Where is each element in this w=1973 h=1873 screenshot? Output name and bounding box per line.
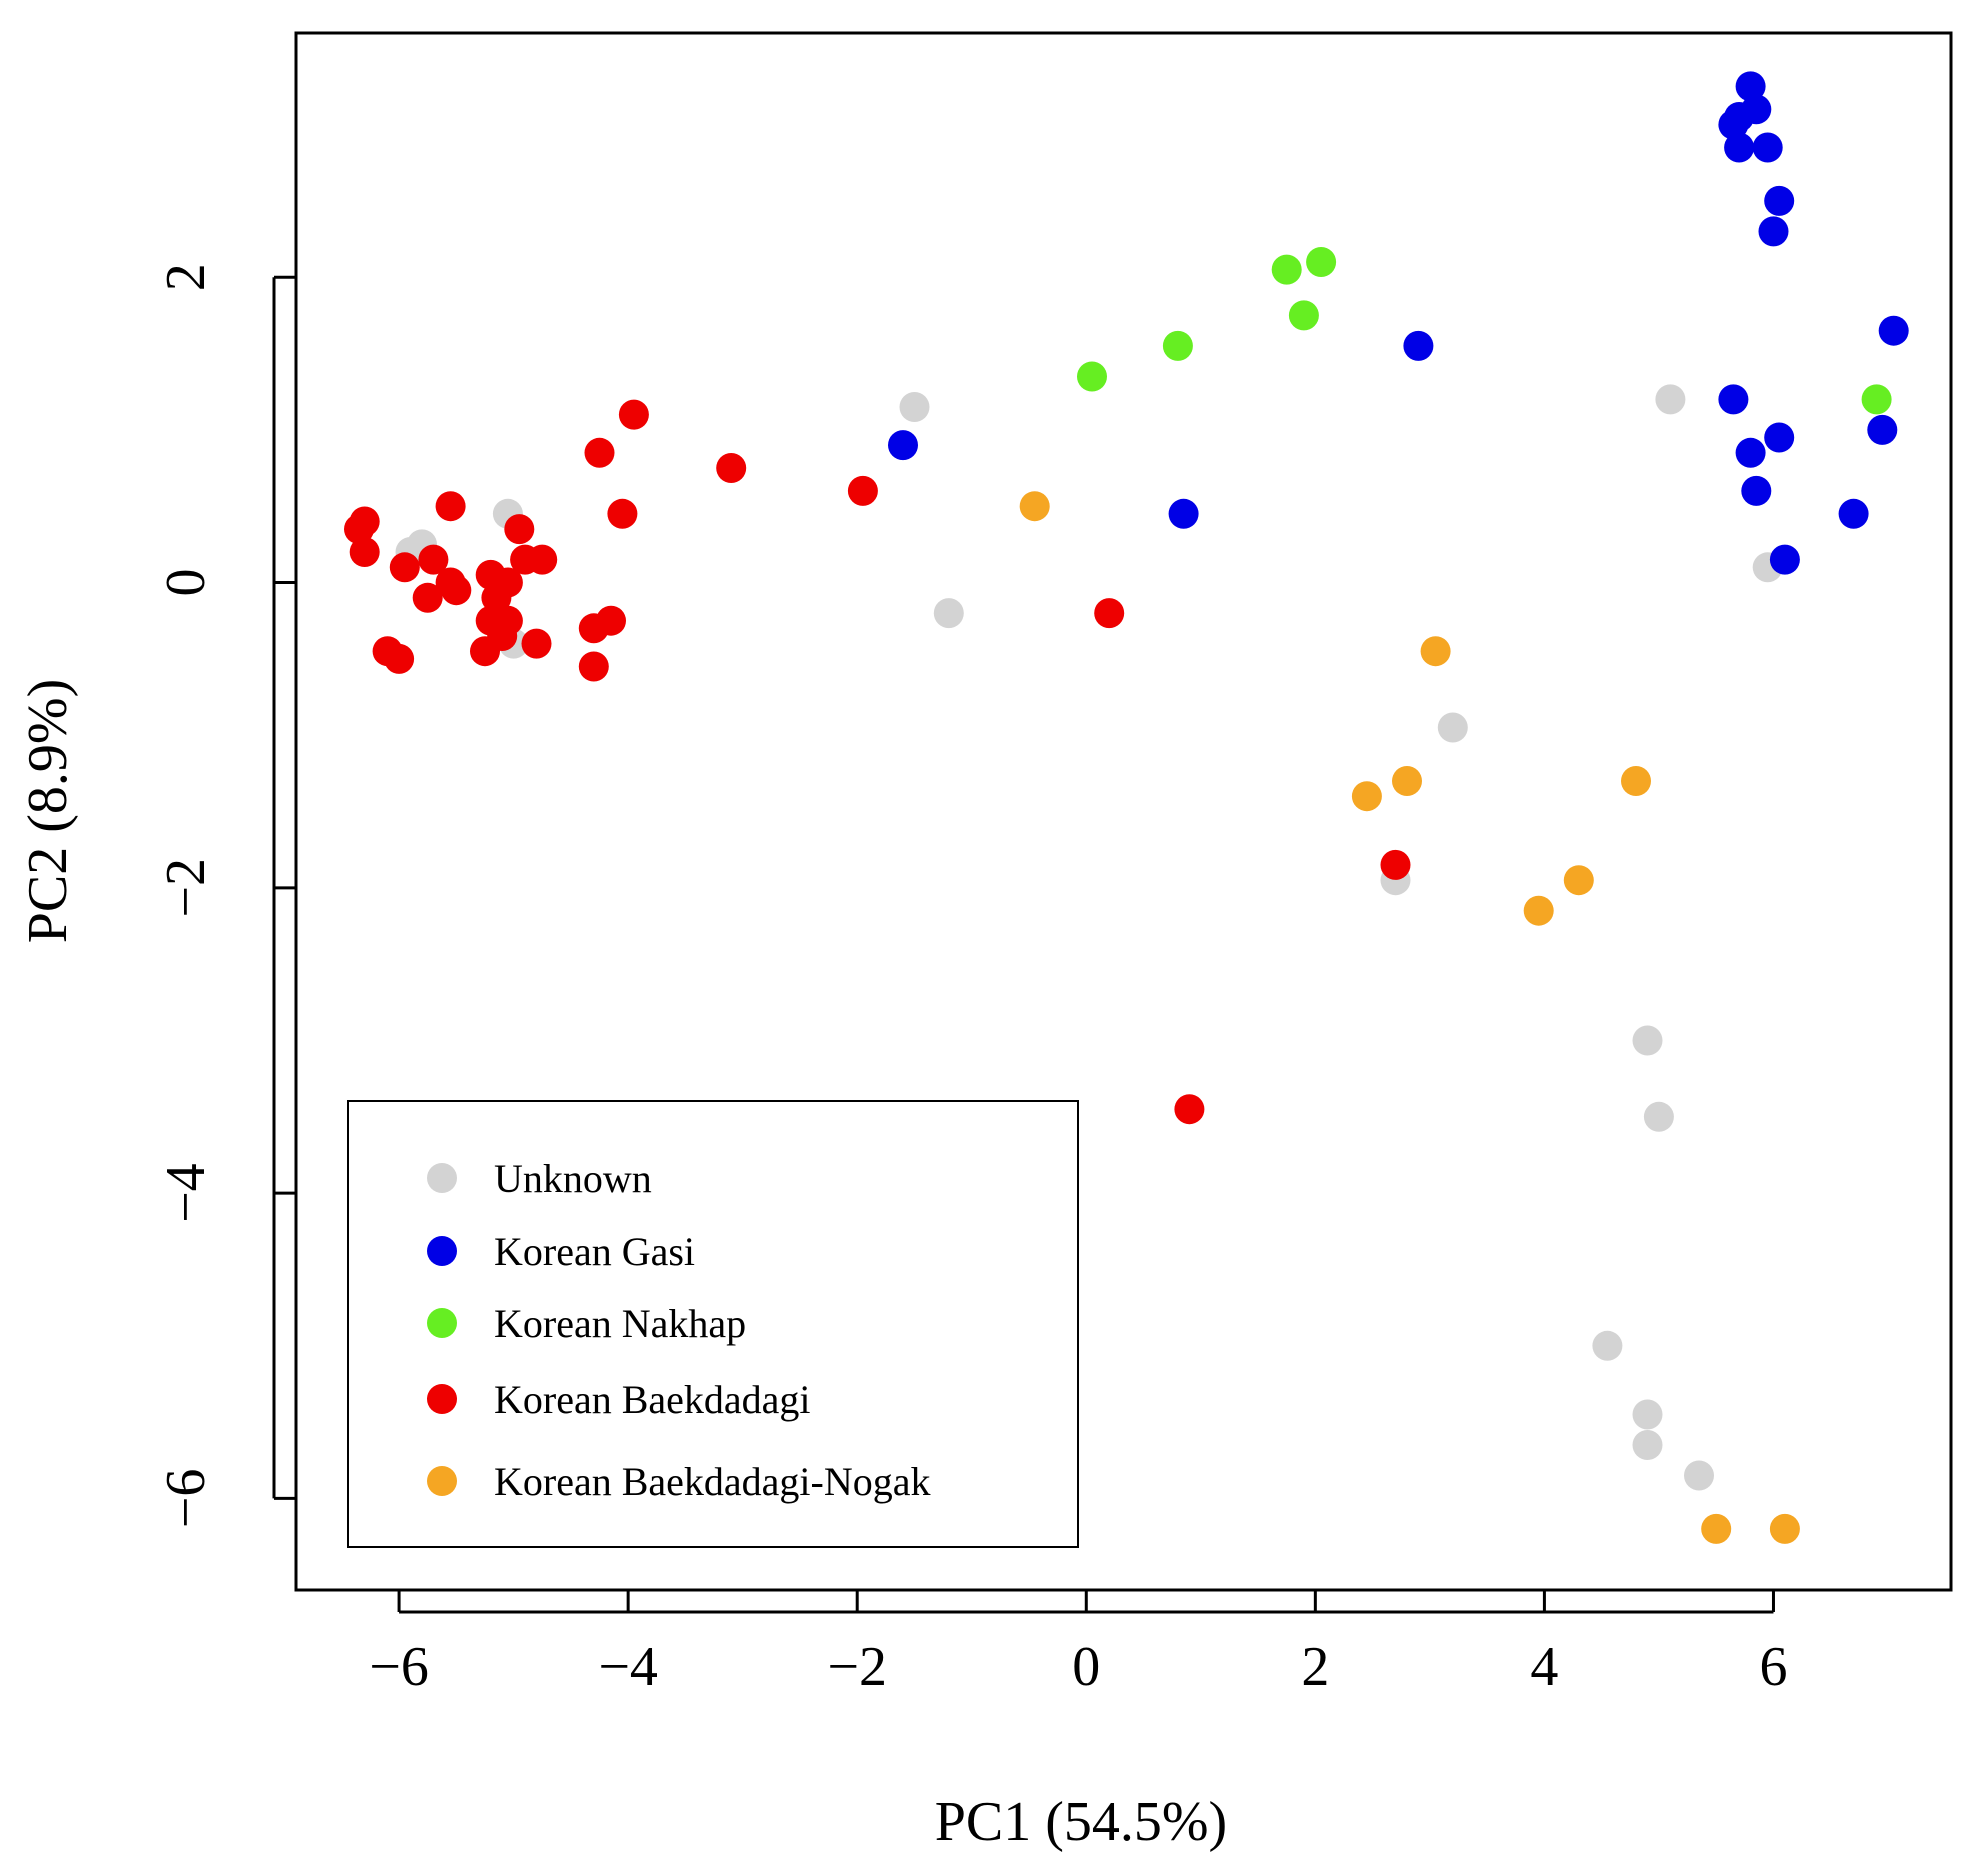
- point-korean-baekdadagi-15: [470, 636, 500, 667]
- x-tick-label-0: −6: [369, 1636, 429, 1698]
- point-korean-nakhap-1: [1306, 247, 1337, 277]
- legend-box: [347, 1100, 1079, 1548]
- y-tick-label-1: −4: [155, 1163, 217, 1223]
- point-korean-baekdadagi-30: [1094, 598, 1125, 629]
- point-korean-baekdadagi-21: [384, 643, 415, 674]
- point-unknown-10: [1632, 1025, 1663, 1056]
- point-korean-baekdadagi-31: [1380, 849, 1411, 880]
- point-unknown-5: [933, 598, 964, 629]
- point-korean-baekdadagi-18: [527, 544, 558, 575]
- point-korean-baekdadagi-nogak-3: [1392, 766, 1422, 796]
- point-unknown-14: [1632, 1430, 1663, 1460]
- legend-marker-korean-nakhap: [427, 1308, 457, 1338]
- y-tick-label-3: 0: [155, 569, 217, 597]
- legend-label-korean-gasi: Korean Gasi: [494, 1229, 695, 1274]
- point-korean-baekdadagi-8: [441, 575, 472, 606]
- point-korean-baekdadagi-3: [435, 491, 466, 522]
- point-korean-baekdadagi-nogak-8: [1769, 1513, 1800, 1544]
- point-unknown-7: [1437, 712, 1468, 743]
- point-korean-gasi-8: [1878, 315, 1909, 346]
- point-korean-baekdadagi-22: [578, 651, 609, 682]
- legend-label-unknown: Unknown: [494, 1156, 652, 1201]
- point-korean-baekdadagi-4: [389, 552, 420, 583]
- point-korean-baekdadagi-7: [412, 582, 443, 613]
- point-korean-baekdadagi-nogak-0: [1019, 491, 1050, 522]
- point-korean-baekdadagi-nogak-2: [1351, 781, 1382, 812]
- legend: Unknown Korean Gasi Korean Nakhap Korean Ba…: [347, 1100, 1079, 1548]
- legend-marker-korean-baekdadagi-nogak: [427, 1466, 457, 1496]
- point-korean-baekdadagi-28: [716, 453, 747, 483]
- x-tick-label-5: 4: [1530, 1636, 1558, 1698]
- point-korean-gasi-12: [1867, 414, 1898, 445]
- point-korean-gasi-17: [888, 430, 918, 461]
- point-korean-baekdadagi-19: [521, 628, 552, 659]
- point-korean-baekdadagi-27: [618, 399, 649, 430]
- point-korean-gasi-10: [1718, 384, 1749, 415]
- y-tick-label-4: 2: [155, 263, 217, 291]
- point-korean-gasi-13: [1735, 437, 1766, 468]
- legend-label-korean-baekdadagi: Korean Baekdadagi: [494, 1377, 811, 1422]
- point-korean-nakhap-5: [1861, 384, 1892, 415]
- point-korean-baekdadagi-nogak-4: [1621, 766, 1651, 796]
- point-korean-gasi-15: [1838, 498, 1869, 529]
- legend-label-korean-nakhap: Korean Nakhap: [494, 1301, 746, 1346]
- y-axis-title: PC2 (8.9%): [17, 679, 79, 943]
- point-korean-baekdadagi-26: [584, 437, 615, 468]
- point-korean-gasi-9: [1403, 330, 1434, 361]
- point-korean-baekdadagi-25: [607, 498, 638, 529]
- point-korean-baekdadagi-nogak-5: [1563, 865, 1594, 896]
- point-korean-gasi-14: [1741, 475, 1772, 506]
- points-layer: [344, 71, 1909, 1544]
- point-korean-baekdadagi-1: [344, 514, 374, 545]
- point-korean-nakhap-4: [1077, 361, 1107, 392]
- x-tick-label-1: −4: [598, 1636, 658, 1698]
- point-korean-baekdadagi-nogak-1: [1420, 636, 1451, 667]
- x-tick-label-3: 0: [1072, 1636, 1100, 1698]
- point-unknown-8: [1655, 384, 1686, 415]
- point-korean-baekdadagi-29: [847, 475, 878, 506]
- point-korean-gasi-3: [1718, 109, 1749, 140]
- point-unknown-15: [1684, 1460, 1714, 1491]
- y-axis-ticks: −6 −4 −2 0 2: [155, 263, 296, 1528]
- point-korean-baekdadagi-2: [349, 537, 380, 567]
- x-tick-label-6: 6: [1759, 1636, 1787, 1698]
- y-tick-label-2: −2: [155, 858, 217, 918]
- point-korean-baekdadagi-5: [418, 544, 449, 575]
- point-unknown-11: [1643, 1101, 1674, 1132]
- x-tick-label-4: 2: [1301, 1636, 1329, 1698]
- legend-marker-unknown: [427, 1163, 457, 1193]
- point-korean-gasi-5: [1752, 132, 1783, 163]
- point-korean-baekdadagi-32: [1174, 1094, 1205, 1125]
- point-korean-baekdadagi-nogak-7: [1701, 1513, 1732, 1544]
- point-korean-nakhap-2: [1288, 300, 1319, 331]
- legend-label-korean-baekdadagi-nogak: Korean Baekdadagi-Nogak: [494, 1459, 930, 1504]
- point-korean-gasi-4: [1724, 132, 1755, 163]
- point-korean-gasi-0: [1735, 71, 1766, 102]
- y-tick-label-0: −6: [155, 1469, 217, 1529]
- point-korean-nakhap-0: [1271, 254, 1302, 285]
- point-korean-baekdadagi-nogak-6: [1523, 895, 1554, 926]
- point-korean-baekdadagi-11: [481, 582, 512, 613]
- legend-marker-korean-gasi: [427, 1236, 457, 1266]
- point-unknown-12: [1592, 1330, 1623, 1361]
- point-korean-gasi-6: [1764, 185, 1795, 216]
- point-korean-gasi-16: [1769, 544, 1800, 575]
- point-korean-nakhap-3: [1162, 330, 1193, 361]
- point-korean-baekdadagi-24: [596, 605, 626, 636]
- legend-items: Unknown Korean Gasi Korean Nakhap Korean Ba…: [427, 1156, 930, 1504]
- x-tick-label-2: −2: [827, 1636, 887, 1698]
- legend-marker-korean-baekdadagi: [427, 1384, 457, 1414]
- point-korean-baekdadagi-16: [504, 514, 535, 545]
- plot-frame: [294, 31, 1953, 1592]
- x-axis-title: PC1 (54.5%): [935, 1791, 1227, 1853]
- point-korean-gasi-18: [1168, 498, 1199, 529]
- point-unknown-4: [899, 392, 930, 422]
- x-axis-ticks: −6 −4 −2 0 2 4 6: [369, 1590, 1787, 1698]
- point-unknown-13: [1632, 1399, 1663, 1430]
- point-korean-gasi-11: [1764, 422, 1795, 453]
- point-korean-gasi-7: [1758, 216, 1789, 247]
